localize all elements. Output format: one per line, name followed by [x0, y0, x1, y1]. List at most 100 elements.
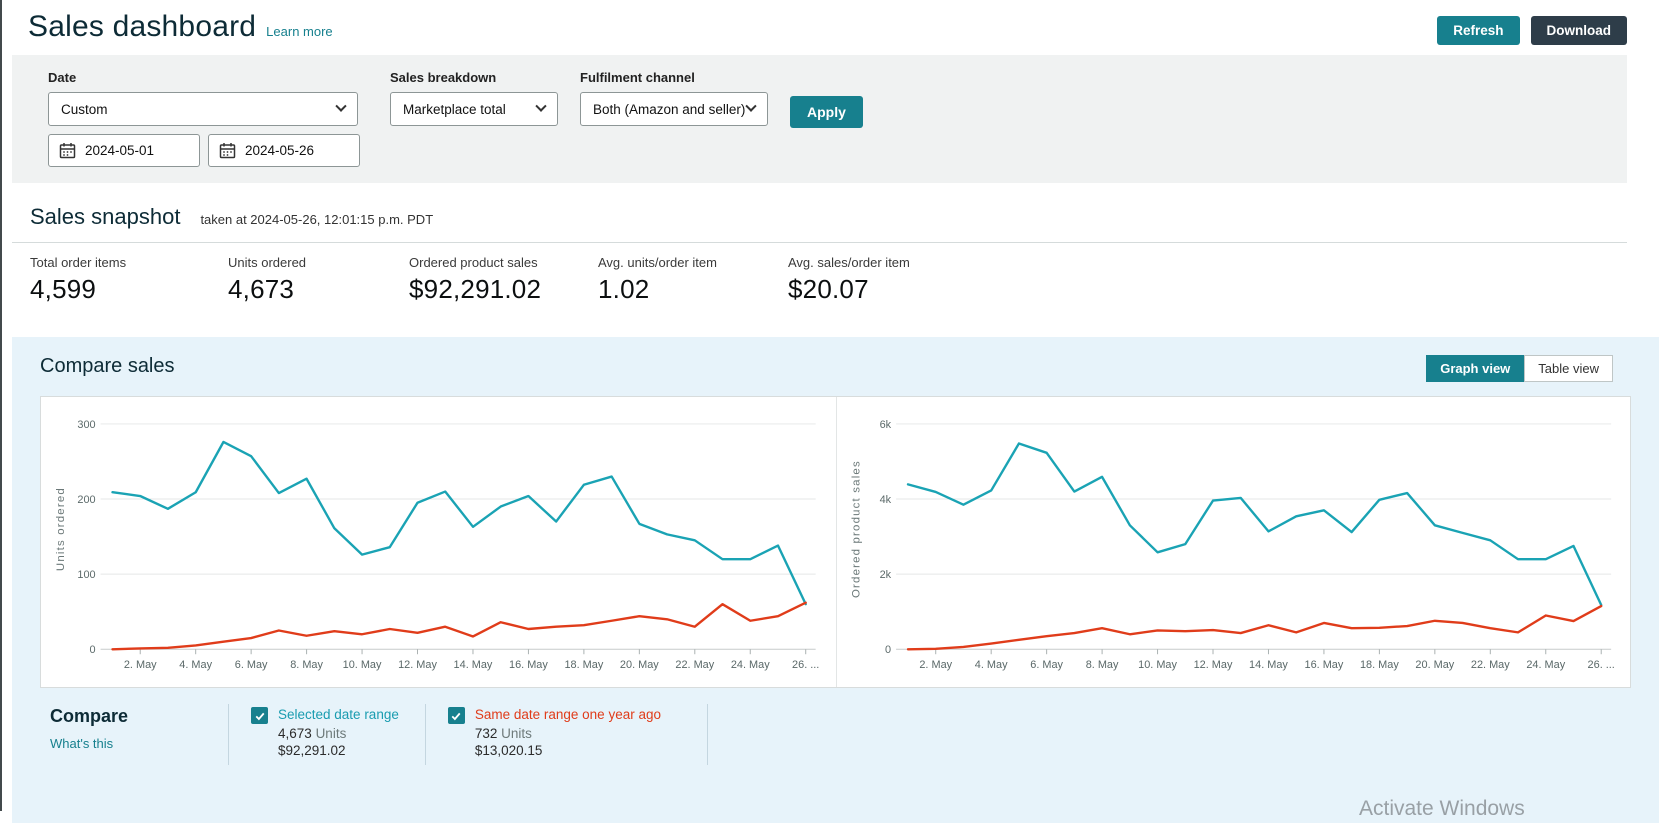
- svg-text:6. May: 6. May: [1030, 659, 1063, 671]
- svg-text:4k: 4k: [879, 494, 891, 506]
- svg-text:22. May: 22. May: [1470, 659, 1509, 671]
- learn-more-link[interactable]: Learn more: [266, 24, 333, 39]
- fulfilment-channel-value: Both (Amazon and seller): [593, 101, 746, 117]
- compare-legend-title: Compare: [50, 706, 129, 726]
- date-range-value: Custom: [61, 101, 108, 117]
- end-date-value: 2024-05-26: [245, 143, 315, 158]
- svg-text:26. ...: 26. ...: [792, 659, 819, 671]
- date-range-select[interactable]: Custom: [48, 92, 358, 126]
- svg-text:300: 300: [77, 419, 95, 431]
- chevron-down-icon: [535, 100, 547, 112]
- apply-button[interactable]: Apply: [790, 96, 863, 128]
- page-header: Sales dashboard Learn more Refresh Downl…: [2, 0, 1659, 55]
- stat-avg-units-per-order: Avg. units/order item 1.02: [598, 255, 717, 304]
- sales-snapshot-section: Sales snapshot taken at 2024-05-26, 12:0…: [12, 196, 1627, 325]
- start-date-input[interactable]: 2024-05-01: [48, 134, 200, 167]
- svg-text:2k: 2k: [879, 569, 891, 581]
- start-date-value: 2024-05-01: [85, 143, 155, 158]
- end-date-input[interactable]: 2024-05-26: [208, 134, 360, 167]
- svg-text:8. May: 8. May: [290, 659, 323, 671]
- sales-breakdown-select[interactable]: Marketplace total: [390, 92, 558, 126]
- date-filter-group: Date Custom 2024-05-01 2024-05-26: [48, 70, 360, 167]
- fulfilment-channel-group: Fulfilment channel Both (Amazon and sell…: [580, 70, 768, 126]
- units-ordered-chart: 0 100 200 300 2. May 4. May 6. May 8. May 10. Ma…: [41, 397, 836, 687]
- compare-sales-title: Compare sales: [40, 355, 175, 377]
- svg-text:Ordered product sales: Ordered product sales: [850, 460, 862, 598]
- svg-text:12. May: 12. May: [1193, 659, 1232, 671]
- calendar-icon: [219, 142, 236, 159]
- chevron-down-icon: [335, 100, 347, 112]
- svg-text:14. May: 14. May: [1249, 659, 1288, 671]
- divider: [12, 242, 1627, 243]
- svg-text:2. May: 2. May: [919, 659, 952, 671]
- stat-total-order-items: Total order items 4,599: [30, 255, 127, 304]
- compare-legend: Compare What's this Selected date range …: [40, 704, 1631, 765]
- stat-ordered-product-sales: Ordered product sales $92,291.02: [409, 255, 542, 304]
- legend-item-year-ago: Same date range one year ago 732 Units $…: [424, 704, 708, 765]
- ordered-product-sales-chart-svg: 0 2k 4k 6k 2. May 4. May 6. May 8. May 10. May 12…: [850, 419, 1615, 671]
- svg-text:6k: 6k: [879, 419, 891, 431]
- selected-range-checkbox[interactable]: [251, 707, 268, 724]
- svg-text:Units ordered: Units ordered: [55, 487, 67, 571]
- sales-breakdown-label: Sales breakdown: [390, 70, 497, 85]
- svg-text:18. May: 18. May: [564, 659, 603, 671]
- compare-sales-section: Compare sales Graph view Table view 0 100…: [12, 337, 1659, 823]
- compare-legend-intro: Compare What's this: [40, 704, 228, 765]
- view-toggle: Graph view Table view: [1426, 355, 1613, 382]
- whats-this-link[interactable]: What's this: [50, 736, 114, 751]
- check-icon: [255, 712, 264, 720]
- svg-text:0: 0: [90, 644, 96, 656]
- check-icon: [451, 712, 461, 720]
- svg-text:8. May: 8. May: [1085, 659, 1118, 671]
- svg-text:24. May: 24. May: [731, 659, 770, 671]
- refresh-button[interactable]: Refresh: [1437, 16, 1520, 45]
- graph-view-button[interactable]: Graph view: [1426, 355, 1525, 382]
- legend-units-year-ago: 732 Units: [474, 726, 532, 741]
- stat-units-ordered: Units ordered 4,673: [228, 255, 307, 304]
- svg-text:4. May: 4. May: [974, 659, 1007, 671]
- filter-bar: Date Custom 2024-05-01 2024-05-26 Sales …: [12, 55, 1627, 183]
- svg-text:20. May: 20. May: [620, 659, 659, 671]
- svg-text:18. May: 18. May: [1359, 659, 1398, 671]
- fulfilment-channel-label: Fulfilment channel: [580, 70, 695, 85]
- svg-text:10. May: 10. May: [343, 659, 382, 671]
- svg-text:14. May: 14. May: [454, 659, 493, 671]
- svg-text:0: 0: [885, 644, 891, 656]
- svg-text:100: 100: [77, 569, 95, 581]
- legend-label-selected-range: Selected date range: [278, 707, 399, 722]
- svg-text:24. May: 24. May: [1526, 659, 1565, 671]
- svg-text:26. ...: 26. ...: [1587, 659, 1614, 671]
- svg-text:2. May: 2. May: [124, 659, 157, 671]
- svg-text:16. May: 16. May: [509, 659, 548, 671]
- svg-text:6. May: 6. May: [235, 659, 268, 671]
- svg-text:20. May: 20. May: [1415, 659, 1454, 671]
- legend-label-year-ago: Same date range one year ago: [474, 707, 661, 722]
- svg-text:16. May: 16. May: [1304, 659, 1343, 671]
- snapshot-timestamp: taken at 2024-05-26, 12:01:15 p.m. PDT: [200, 212, 434, 227]
- stat-avg-sales-per-order: Avg. sales/order item $20.07: [788, 255, 910, 304]
- sales-breakdown-group: Sales breakdown Marketplace total: [390, 70, 558, 126]
- legend-sales-year-ago: $13,020.15: [474, 743, 543, 758]
- date-filter-label: Date: [48, 70, 77, 85]
- svg-text:22. May: 22. May: [675, 659, 714, 671]
- legend-units-selected-range: 4,673 Units: [278, 726, 347, 741]
- chevron-down-icon: [745, 100, 757, 112]
- svg-text:4. May: 4. May: [179, 659, 212, 671]
- sales-snapshot-title: Sales snapshot: [30, 204, 181, 229]
- snapshot-stats-row: Total order items 4,599 Units ordered 4,…: [12, 243, 1627, 325]
- download-button[interactable]: Download: [1530, 16, 1627, 45]
- ordered-product-sales-chart: 0 2k 4k 6k 2. May 4. May 6. May 8. May 10. May 12…: [835, 397, 1631, 687]
- compare-charts-card: 0 100 200 300 2. May 4. May 6. May 8. May 10. Ma…: [40, 396, 1631, 688]
- svg-text:200: 200: [77, 494, 95, 506]
- year-ago-checkbox[interactable]: [447, 707, 465, 724]
- fulfilment-channel-select[interactable]: Both (Amazon and seller): [580, 92, 768, 126]
- legend-item-selected-range: Selected date range 4,673 Units $92,291.…: [228, 704, 425, 765]
- table-view-button[interactable]: Table view: [1524, 355, 1613, 382]
- units-ordered-chart-svg: 0 100 200 300 2. May 4. May 6. May 8. May 10. Ma…: [55, 419, 820, 671]
- sales-breakdown-value: Marketplace total: [403, 101, 506, 117]
- calendar-icon: [59, 142, 76, 159]
- svg-text:12. May: 12. May: [398, 659, 437, 671]
- page-title: Sales dashboard: [28, 10, 257, 43]
- svg-text:10. May: 10. May: [1138, 659, 1177, 671]
- legend-sales-selected-range: $92,291.02: [278, 743, 346, 758]
